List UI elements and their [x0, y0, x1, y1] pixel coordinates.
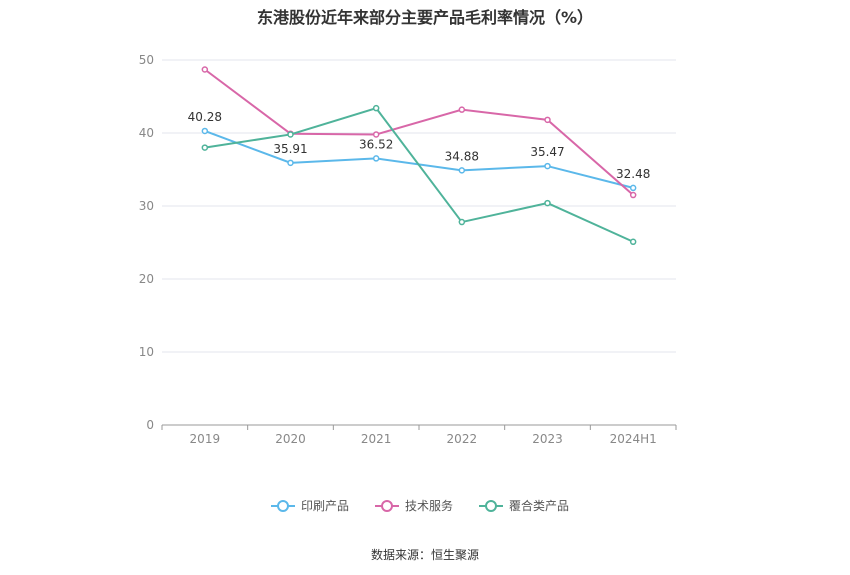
series-line [204, 68, 634, 196]
y-tick-label: 40 [139, 126, 154, 140]
x-axis-ticks: 2019 2020 2021 2022 2023 2024H1 [190, 432, 657, 446]
data-point [544, 162, 551, 170]
data-point [201, 144, 209, 151]
data-label: 40.28 [188, 110, 222, 124]
data-labels: 40.28 35.91 36.52 34.88 35.47 32.48 [188, 110, 651, 181]
y-tick-label: 20 [139, 272, 154, 286]
data-label: 36.52 [359, 137, 393, 151]
data-point [458, 167, 466, 174]
legend-item: 印刷产品 [271, 499, 349, 513]
data-point [372, 104, 380, 112]
data-label: 35.91 [273, 142, 307, 156]
data-point [201, 66, 209, 73]
data-label: 32.48 [616, 167, 650, 181]
x-axis [161, 424, 677, 430]
data-point [458, 106, 466, 113]
y-tick-label: 10 [139, 345, 154, 359]
series-line [204, 107, 634, 243]
legend-item: 覆合类产品 [479, 498, 569, 513]
data-point [372, 155, 380, 162]
y-tick-label: 50 [139, 53, 154, 67]
x-tick-label: 2024H1 [610, 432, 657, 446]
legend-label: 技术服务 [405, 498, 453, 513]
legend-label: 印刷产品 [301, 499, 349, 513]
legend-label: 覆合类产品 [509, 498, 569, 513]
x-tick-label: 2022 [447, 432, 478, 446]
data-point [458, 218, 466, 226]
data-point [201, 127, 209, 135]
data-source: 数据来源：恒生聚源 [370, 548, 479, 562]
data-point [629, 238, 637, 246]
data-label: 34.88 [445, 149, 479, 163]
data-point [287, 131, 294, 138]
data-point [544, 116, 551, 124]
x-tick-label: 2021 [361, 432, 392, 446]
grid-lines [162, 59, 676, 353]
legend-item: 技术服务 [375, 498, 453, 513]
x-tick-label: 2019 [190, 432, 221, 446]
data-point [544, 199, 551, 207]
y-axis-ticks: 0 10 20 30 40 50 [139, 53, 154, 432]
x-tick-label: 2023 [532, 432, 563, 446]
legend-marker [277, 500, 289, 512]
legend-marker [485, 500, 497, 512]
y-tick-label: 0 [146, 418, 154, 432]
chart-title: 东港股份近年来部分主要产品毛利率情况（%） [256, 8, 594, 27]
y-tick-label: 30 [139, 199, 154, 213]
data-point [629, 184, 637, 192]
data-label: 35.47 [530, 145, 564, 159]
data-point [287, 159, 294, 167]
x-tick-label: 2020 [275, 432, 306, 446]
data-point [629, 191, 637, 199]
legend-marker [381, 500, 393, 512]
legend: 印刷产品 技术服务 覆合类产品 [271, 498, 569, 513]
data-point [372, 131, 380, 138]
series-lines [201, 66, 637, 246]
